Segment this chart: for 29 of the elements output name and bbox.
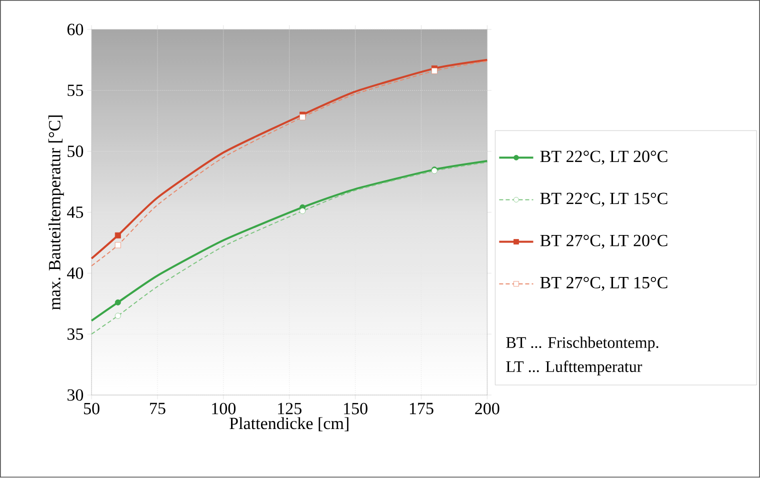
point <box>300 208 306 214</box>
point <box>114 300 121 306</box>
y-tick-label: 35 <box>68 328 84 340</box>
point <box>431 68 438 74</box>
legend-label: BT 22°C, LT 20°C <box>540 150 668 165</box>
y-tick-label: 50 <box>68 146 84 158</box>
point <box>114 232 121 239</box>
y-tick-label: 45 <box>67 206 84 218</box>
point <box>300 114 306 120</box>
text: LT ... Lufttemperatur <box>506 360 642 376</box>
y-axis-title: max. Bauteiltemperatur [°C] <box>48 116 64 310</box>
x-tick-label: 75 <box>150 403 166 414</box>
y-tick-label: 60 <box>67 24 84 36</box>
point <box>114 242 121 248</box>
x-tick-label: 175 <box>410 403 434 414</box>
y-tick-label: 30 <box>68 389 84 401</box>
legend-label: BT 27°C, LT 15°C <box>540 277 668 292</box>
x-tick-label: 150 <box>344 403 368 415</box>
y-tick-label: 40 <box>67 268 84 280</box>
legend-label: BT 22°C, LT 15°C <box>540 192 668 207</box>
text: BT ... Frischbetontemp. <box>506 336 658 352</box>
y-tick-label: 55 <box>68 84 84 96</box>
x-axis-title: Plattendicke [cm] <box>230 417 348 432</box>
point <box>114 313 121 320</box>
x-tick-label: 200 <box>475 403 500 415</box>
x-tick-label: 125 <box>278 403 302 414</box>
x-tick-label: 50 <box>84 403 100 415</box>
x-tick-label: 100 <box>212 403 236 415</box>
legend-label: BT 27°C, LT 20°C <box>540 235 668 249</box>
